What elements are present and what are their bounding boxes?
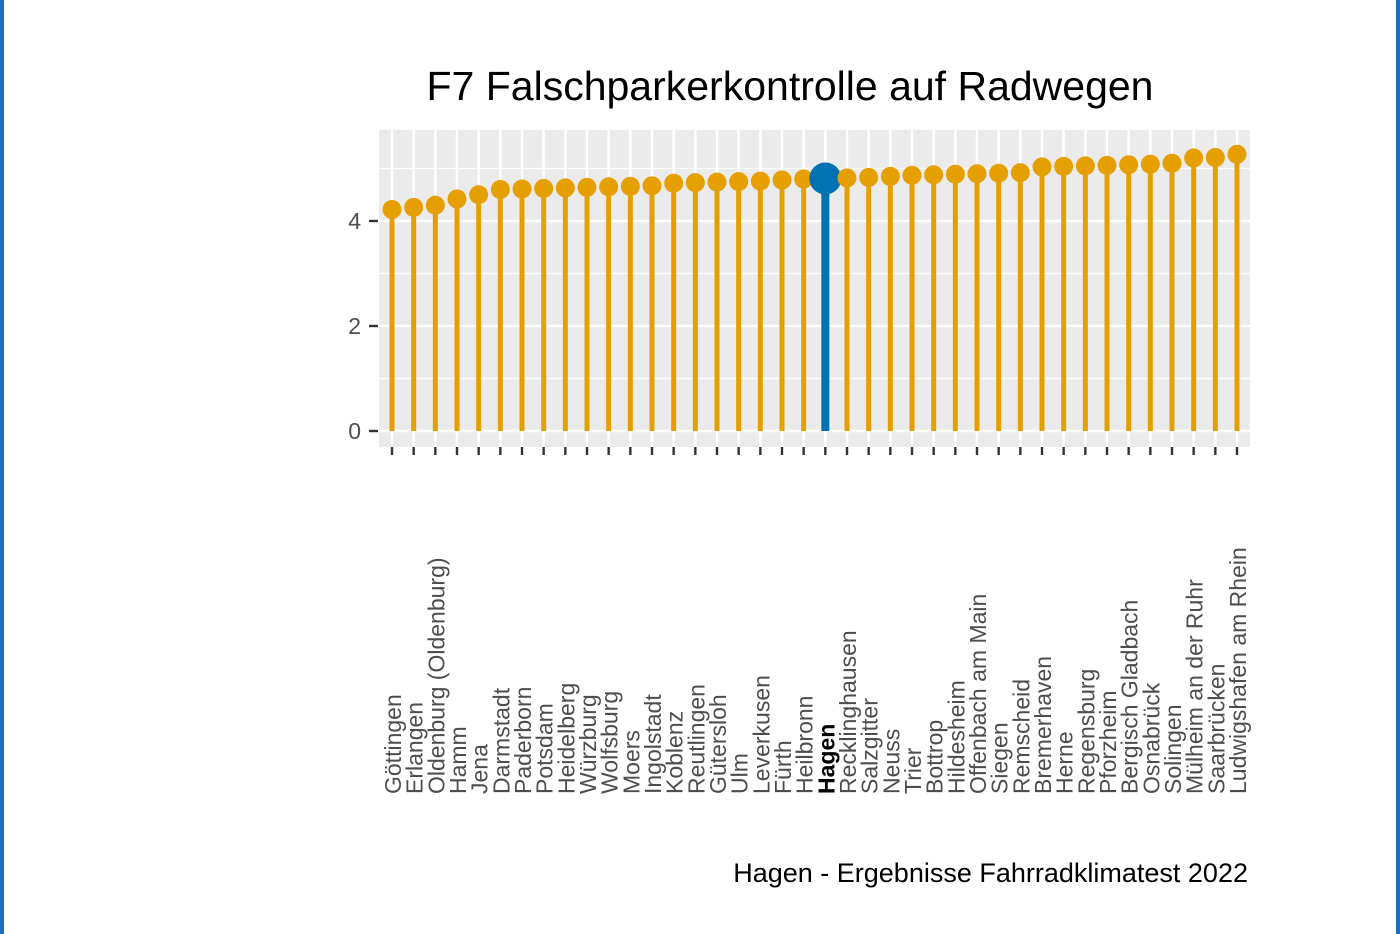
x-tick-label: Recklinghausen bbox=[835, 630, 861, 794]
x-tick-label: Solingen bbox=[1160, 704, 1186, 794]
lollipop-points bbox=[382, 144, 1247, 219]
data-point bbox=[1119, 155, 1139, 175]
data-point bbox=[447, 189, 467, 209]
data-point bbox=[620, 176, 640, 196]
data-point bbox=[1205, 147, 1225, 167]
data-point bbox=[945, 164, 965, 184]
data-point bbox=[382, 199, 402, 219]
x-tick-label: Bergisch Gladbach bbox=[1117, 600, 1143, 794]
x-tick-label: Potsdam bbox=[532, 703, 558, 794]
x-tick-label: Trier bbox=[900, 747, 926, 794]
x-tick-label: Gütersloh bbox=[705, 694, 731, 794]
x-tick-label: Paderborn bbox=[510, 687, 536, 794]
x-tick-label: Reutlingen bbox=[683, 684, 709, 794]
data-point bbox=[1140, 154, 1160, 174]
data-point bbox=[967, 164, 987, 184]
y-axis: 0 2 4 bbox=[348, 208, 378, 444]
x-tick-label: Bottrop bbox=[922, 720, 948, 794]
data-point bbox=[1032, 157, 1052, 177]
data-point bbox=[809, 162, 842, 195]
x-tick-label: Oldenburg (Oldenburg) bbox=[423, 557, 449, 794]
data-point bbox=[1075, 156, 1095, 176]
data-point bbox=[794, 169, 814, 189]
x-tick-label: Wolfsburg bbox=[597, 691, 623, 794]
right-frame-border bbox=[1396, 0, 1400, 934]
x-tick-label: Saarbrücken bbox=[1203, 664, 1229, 794]
x-tick-label: Hildesheim bbox=[943, 680, 969, 794]
data-point bbox=[555, 178, 575, 198]
data-point bbox=[902, 165, 922, 185]
x-tick-label: Salzgitter bbox=[857, 698, 883, 794]
x-tick-label: Bremerhaven bbox=[1030, 656, 1056, 794]
y-tick-label: 4 bbox=[348, 208, 361, 234]
x-tick-label: Ulm bbox=[727, 753, 753, 794]
x-tick-label: Göttingen bbox=[380, 694, 406, 794]
x-tick-label: Erlangen bbox=[402, 702, 428, 794]
x-tick-label: Siegen bbox=[987, 722, 1013, 794]
data-point bbox=[1010, 163, 1030, 183]
data-point bbox=[469, 185, 489, 205]
data-point bbox=[859, 167, 879, 187]
data-point bbox=[512, 179, 532, 199]
x-tick-label: Würzburg bbox=[575, 694, 601, 794]
data-point bbox=[490, 180, 510, 199]
data-point bbox=[425, 195, 445, 215]
x-tick-label: Pforzheim bbox=[1095, 690, 1121, 794]
x-tick-label: Osnabrück bbox=[1138, 682, 1164, 794]
data-point bbox=[1162, 153, 1182, 173]
chart-caption: Hagen - Ergebnisse Fahrradklimatest 2022 bbox=[733, 858, 1248, 888]
x-tick-label: Herne bbox=[1052, 731, 1078, 794]
x-tick-label: Leverkusen bbox=[748, 675, 774, 794]
data-point bbox=[729, 172, 749, 192]
data-point bbox=[837, 168, 857, 188]
x-tick-label: Jena bbox=[467, 744, 493, 794]
x-tick-label: Koblenz bbox=[662, 711, 688, 794]
x-tick-label: Heilbronn bbox=[792, 696, 818, 794]
x-tick-label: Darmstadt bbox=[488, 687, 514, 794]
data-point bbox=[1097, 155, 1117, 175]
x-tick-label: Hagen bbox=[813, 724, 839, 794]
data-point bbox=[924, 165, 944, 185]
data-point bbox=[642, 176, 662, 196]
x-tick-label: Heidelberg bbox=[553, 683, 579, 794]
data-point bbox=[1054, 156, 1074, 176]
data-point bbox=[989, 163, 1009, 183]
x-tick-label: Ingolstadt bbox=[640, 694, 666, 794]
y-tick-label: 2 bbox=[348, 313, 361, 339]
data-point bbox=[772, 170, 792, 190]
x-tick-label: Neuss bbox=[878, 729, 904, 794]
data-point bbox=[534, 178, 554, 198]
x-tick-label: Regensburg bbox=[1073, 669, 1099, 794]
x-tick-label: Ludwigshafen am Rhein bbox=[1225, 547, 1251, 794]
data-point bbox=[707, 172, 727, 192]
x-tick-label: Fürth bbox=[770, 740, 796, 794]
y-tick-label: 0 bbox=[348, 418, 361, 444]
left-frame-border bbox=[0, 0, 4, 934]
data-point bbox=[577, 177, 597, 197]
data-point bbox=[750, 171, 770, 191]
data-point bbox=[664, 173, 684, 193]
data-point bbox=[1184, 148, 1204, 168]
x-tick-label: Remscheid bbox=[1008, 679, 1034, 794]
lollipop-stems bbox=[389, 154, 1240, 431]
x-tick-label: Mülheim an der Ruhr bbox=[1182, 579, 1208, 794]
x-tick-label: Offenbach am Main bbox=[965, 594, 991, 794]
data-point bbox=[404, 197, 424, 217]
x-tick-label: Hamm bbox=[445, 726, 471, 794]
data-point bbox=[1227, 144, 1247, 164]
chart-title: F7 Falschparkerkontrolle auf Radwegen bbox=[427, 63, 1154, 109]
data-point bbox=[685, 173, 705, 193]
x-tick-label: Moers bbox=[618, 730, 644, 794]
data-point bbox=[599, 177, 619, 197]
data-point bbox=[880, 166, 900, 186]
